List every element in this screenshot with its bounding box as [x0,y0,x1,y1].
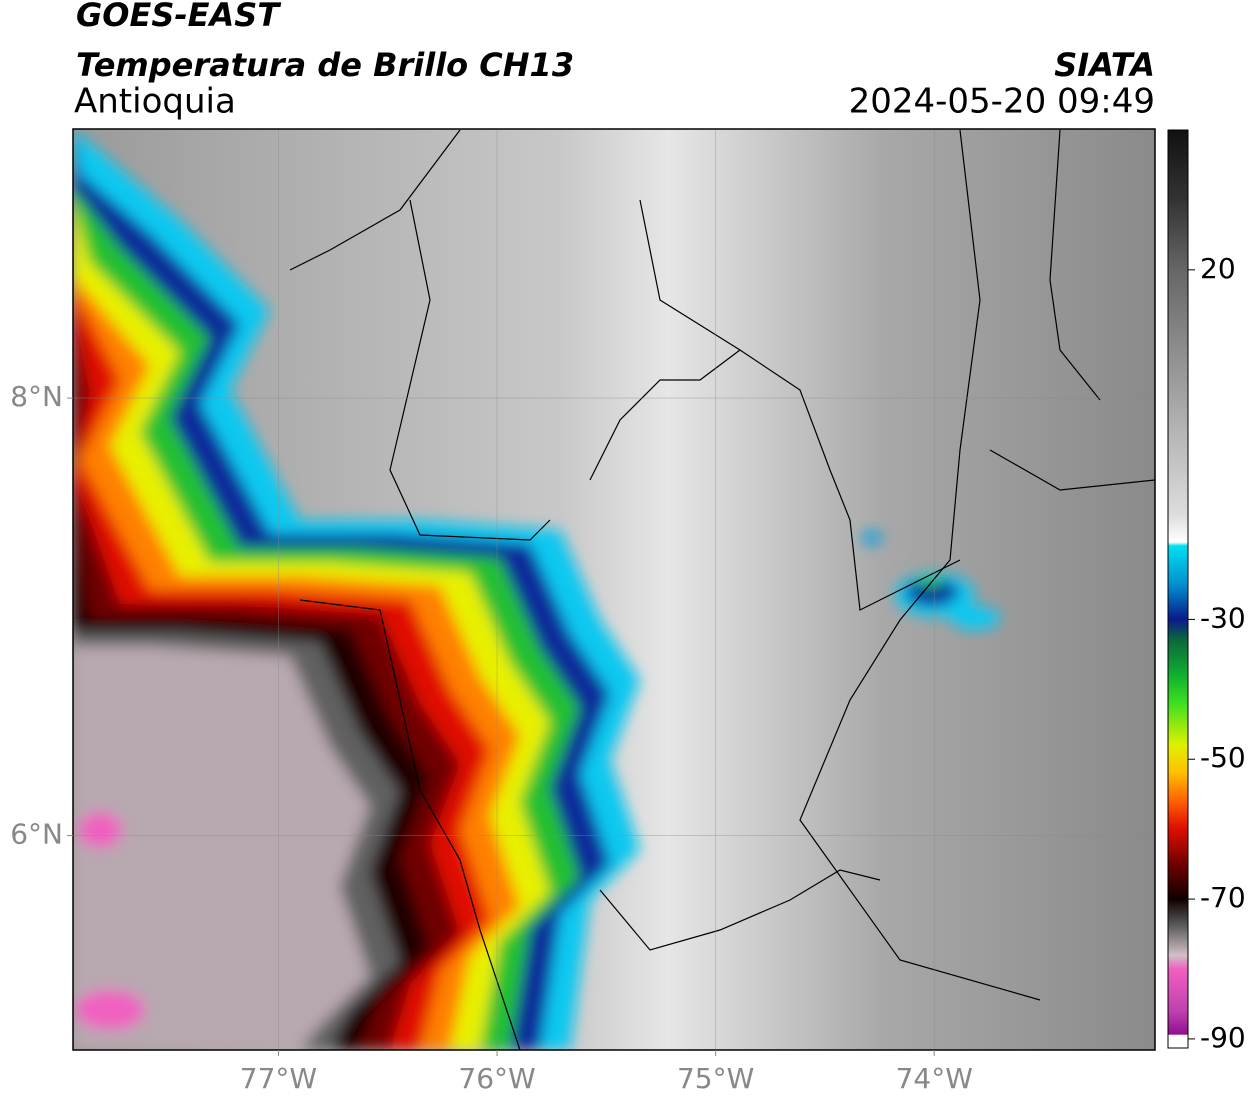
colorbar-tick-label: -50 [1200,741,1246,774]
cloud-core [75,990,145,1030]
cloud [73,129,640,1050]
x-tick-label: 74°W [896,1062,973,1095]
colorbar-tick-label: 20 [1200,252,1236,285]
colorbar-tick-label: -30 [1200,601,1246,634]
map-frame [72,128,1156,1051]
cloud-layer [73,129,370,1050]
y-tick-label: 6°N [10,818,63,851]
datetime: 2024-05-20 09:49 [849,82,1155,122]
region: Antioquia [74,82,236,122]
x-tick-label: 76°W [458,1062,535,1095]
storm [862,531,1000,630]
x-tick-label: 75°W [677,1062,754,1095]
cloud-core [78,812,122,848]
map-image [73,129,1155,1050]
source: SIATA [1054,46,1155,84]
borders [289,129,1155,1050]
colorbar-tick-label: -70 [1200,881,1246,914]
colorbar-tick-label: -90 [1200,1021,1246,1054]
x-tick-label: 77°W [240,1062,317,1095]
y-tick-label: 8°N [10,380,63,413]
product: Temperatura de Brillo CH13 [76,46,574,84]
colorbar [1167,129,1189,1049]
satellite: GOES-EAST [76,0,281,34]
